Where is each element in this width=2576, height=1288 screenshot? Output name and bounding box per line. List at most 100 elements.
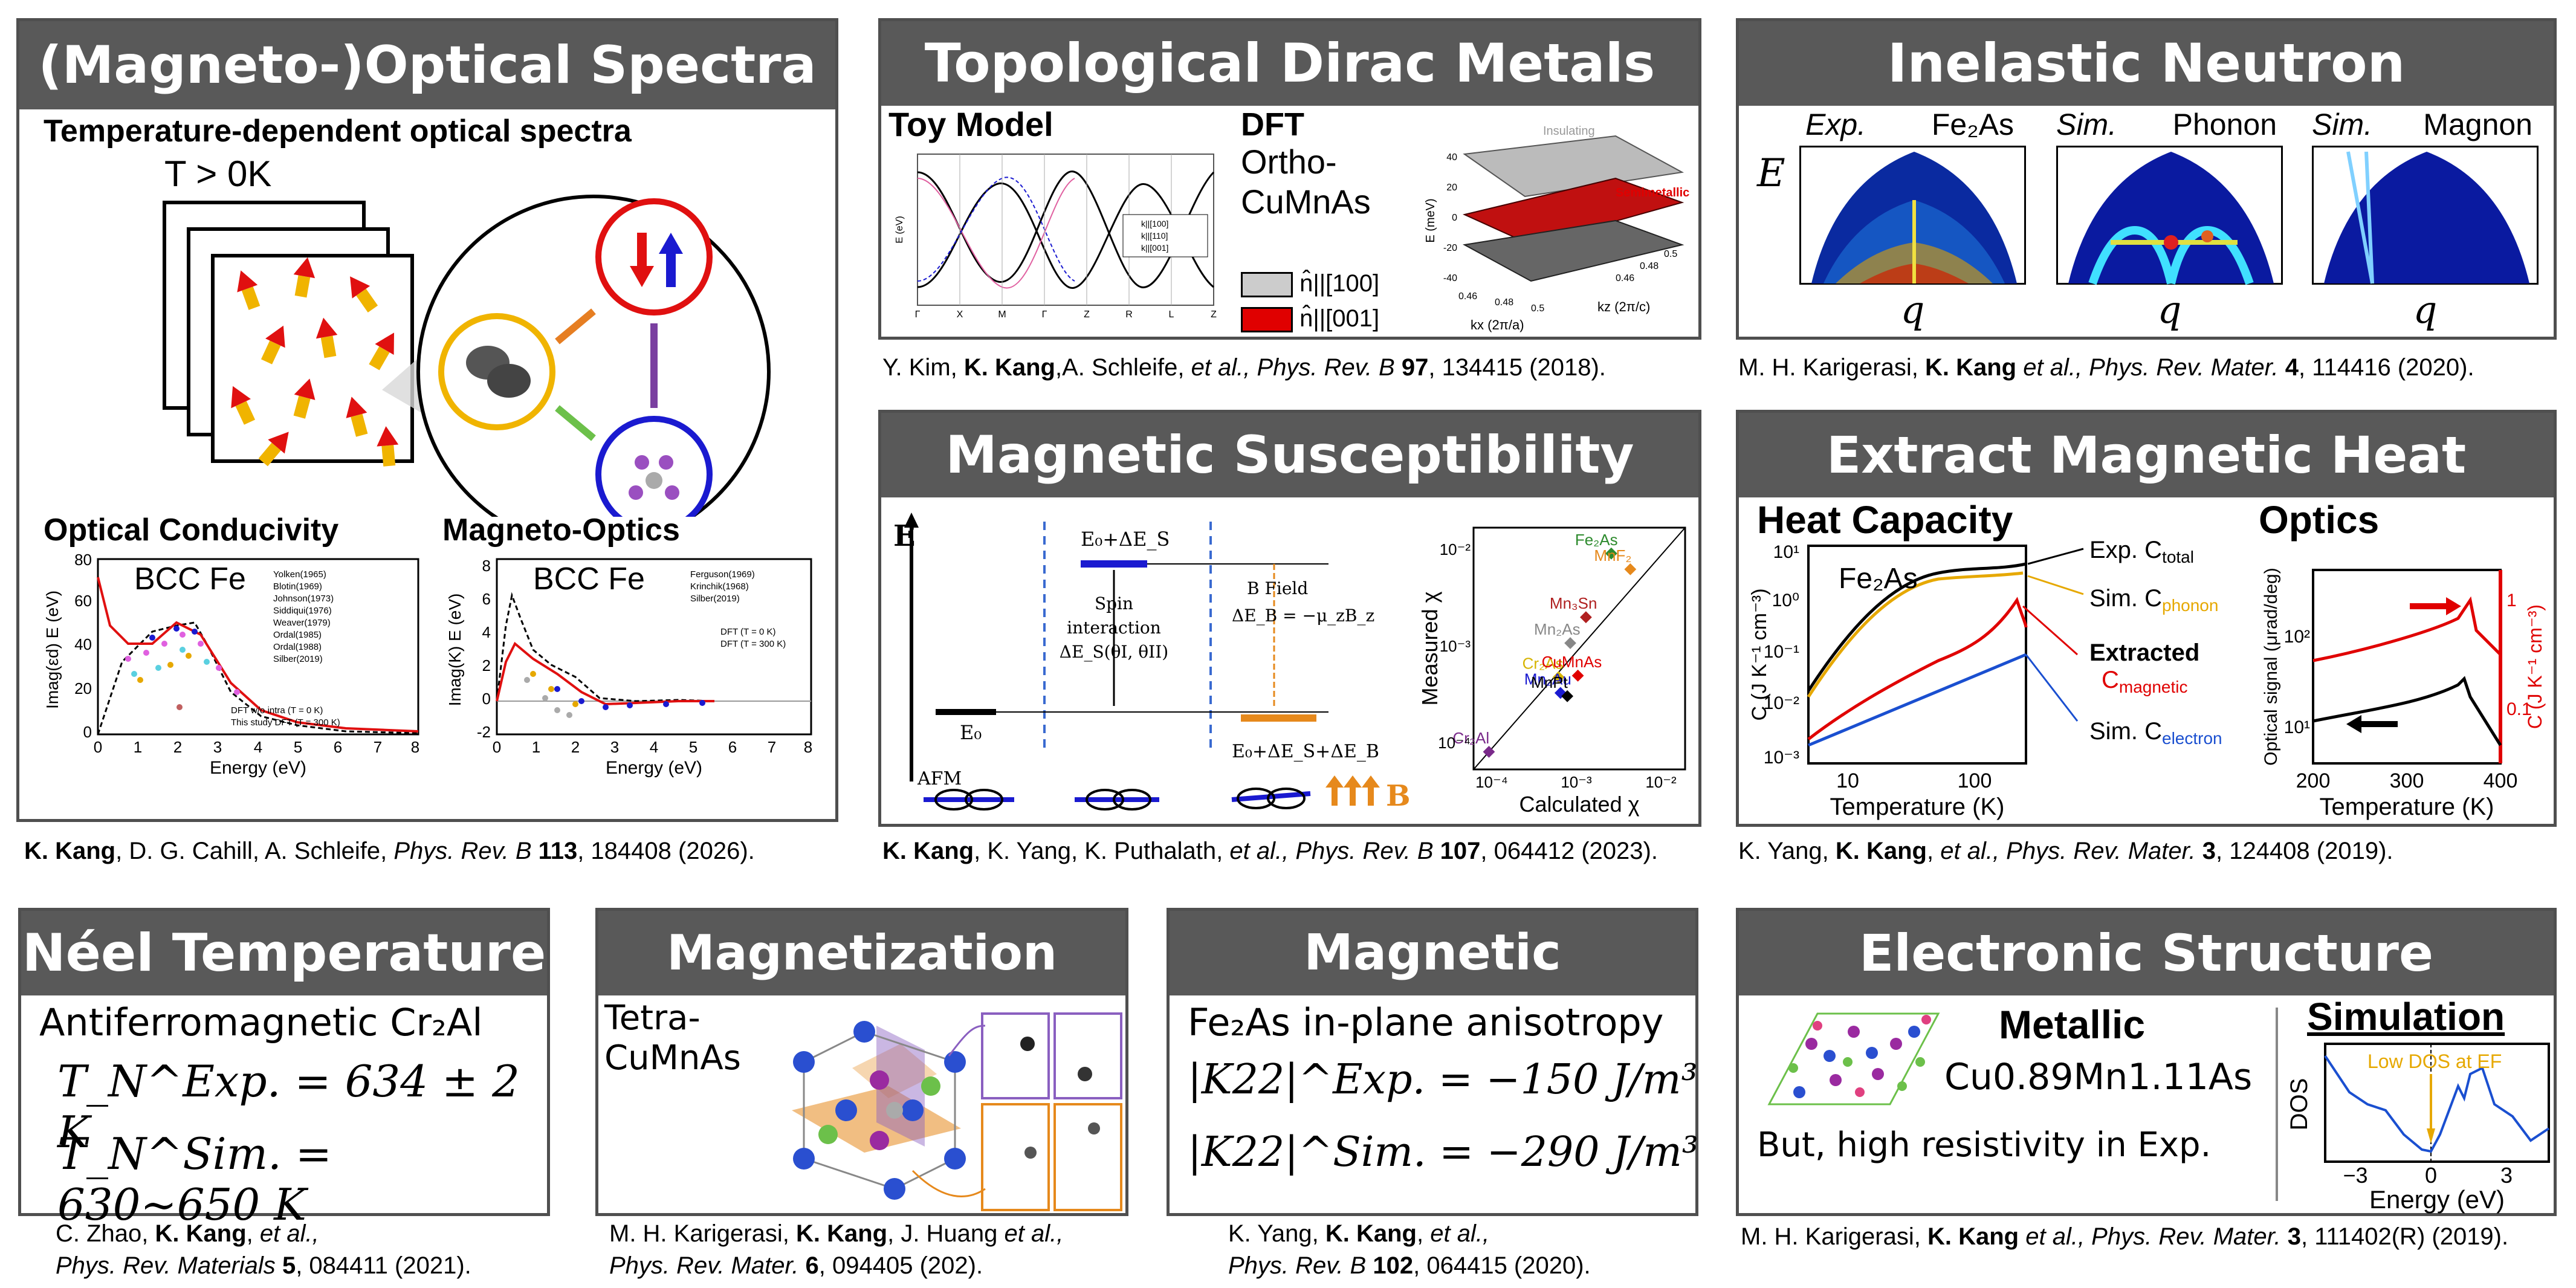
x-tick: 6 xyxy=(334,738,342,756)
x-tick: 0 xyxy=(493,738,501,756)
x-tick: 10⁻³ xyxy=(1561,773,1592,791)
material-label: Ortho-CuMnAs xyxy=(1241,143,1371,221)
x-tick: 2 xyxy=(571,738,580,756)
label-text: Sim. C xyxy=(2089,718,2162,745)
label-c-magnetic: Cmagnetic xyxy=(2102,667,2188,696)
kz-tick: 0.5 xyxy=(1664,249,1677,259)
x-tick: 10 xyxy=(1836,769,1859,792)
citation-ins: M. H. Karigerasi, K. Kang et al., Phys. … xyxy=(1738,354,2474,381)
label-sub: phonon xyxy=(2162,596,2218,615)
k-point: L xyxy=(1169,309,1174,320)
y-tick: 10⁻³ xyxy=(1764,748,1799,768)
energy-level-diagram: E E₀ E₀+ΔE_S Spin interaction ΔE_S(θI, θ… xyxy=(893,513,1411,812)
legend-entry: Blotin(1969) xyxy=(273,581,322,592)
k-point: Γ xyxy=(1042,309,1047,320)
citation-suscept: K. Kang, K. Yang, K. Puthalath, et al., … xyxy=(882,838,1658,864)
scatter-point-label: Cr₂Al xyxy=(1452,729,1489,747)
panel-title: Extract Magnetic Heat Capacity xyxy=(1739,413,2554,569)
x-tick: 7 xyxy=(374,738,382,756)
y-tick: 0 xyxy=(482,690,491,708)
legend-entry: Ordal(1988) xyxy=(273,642,322,652)
citation-dirac: Y. Kim, K. Kang,A. Schleife, et al., Phy… xyxy=(882,354,1606,381)
panel-dirac-metals: Topological Dirac Metals Toy Model DFT O… xyxy=(878,18,1701,340)
e-tick: 20 xyxy=(1446,183,1457,193)
legend-entry: Yolken(1965) xyxy=(273,569,326,580)
k-point: Z xyxy=(1211,309,1217,320)
y-axis-label: Optical signal (μrad/deg) xyxy=(2261,568,2281,765)
label-text: Sim. C xyxy=(2089,585,2162,612)
formula-label: Cu0.89Mn1.11As xyxy=(1944,1056,2253,1098)
e-tick: 0 xyxy=(1452,213,1457,223)
y-tick: 4 xyxy=(482,623,491,641)
spin-label: Spin xyxy=(1095,594,1133,613)
panel-optical-spectra: (Magneto-)Optical Spectra Temperature-de… xyxy=(16,18,838,822)
panel-subtitle: Temperature-dependent optical spectra xyxy=(44,114,632,149)
y-tick: 10¹ xyxy=(2284,717,2310,737)
legend-entry: DFT (T = 300 K) xyxy=(720,639,786,649)
map-sim-phonon: Sim. Phonon q xyxy=(2056,107,2283,332)
y2-tick: 1 xyxy=(2506,591,2517,610)
label-text: Exp. C xyxy=(2089,540,2162,563)
bfield-label: ΔE_B = −μ_zB_z xyxy=(1232,606,1374,626)
y2-axis-label: C (J K⁻¹ cm⁻³) xyxy=(2524,604,2546,729)
surface-e-axis: E (meV) xyxy=(1424,198,1437,242)
label-text: C xyxy=(2102,667,2119,693)
x-tick: 0 xyxy=(94,738,102,756)
legend-entry: Ferguson(1969) xyxy=(690,569,755,580)
x-tick: 4 xyxy=(254,738,262,756)
map-kind: Sim. xyxy=(2312,108,2372,141)
map-sim-magnon: Sim. Magnon q xyxy=(2311,107,2539,332)
label-sub: electron xyxy=(2162,729,2222,748)
x-tick: 300 xyxy=(2390,769,2424,792)
scatter-point xyxy=(1552,671,1565,684)
spin-label: interaction xyxy=(1067,618,1161,638)
divider xyxy=(2276,1008,2278,1201)
level-e0-plus-des-deb: E₀+ΔE_S+ΔE_B xyxy=(1232,741,1379,762)
y-axis-label: C (J K⁻¹ cm⁻³) xyxy=(1748,588,1771,720)
level-e0: E₀ xyxy=(960,721,982,744)
legend-entry: Silber(2019) xyxy=(690,594,740,604)
scatter-point xyxy=(1624,563,1637,575)
toy-band-plot: k||[100] k||[110] k||[001] E (eV) Γ X M … xyxy=(895,154,1217,320)
spin-label: ΔE_S(θI, θII) xyxy=(1060,642,1168,662)
conductivity-material-label: BCC Fe xyxy=(134,561,246,597)
label-sim-phonon: Sim. Cphonon xyxy=(2089,585,2218,615)
y-tick: 0 xyxy=(83,723,92,741)
x-axis-label: Temperature (K) xyxy=(1830,794,2005,820)
citation-elec: M. H. Karigerasi, K. Kang et al., Phys. … xyxy=(1741,1223,2509,1250)
energy-axis: E xyxy=(893,519,916,553)
x-tick: 400 xyxy=(2484,769,2518,792)
x-tick: 6 xyxy=(728,738,737,756)
legend-entry: k||[001] xyxy=(1141,243,1168,253)
resistivity-note: But, high resistivity in Exp. xyxy=(1757,1125,2212,1165)
panel-title: Electronic Structure Analysis xyxy=(1739,911,2554,1067)
x-axis-label: Calculated χ xyxy=(1519,792,1639,817)
kz-tick: 0.46 xyxy=(1616,273,1634,283)
heatmap-magnon xyxy=(2311,145,2539,285)
x-tick: 2 xyxy=(173,738,182,756)
kz-tick: 0.48 xyxy=(1640,261,1659,271)
y-tick: 10¹ xyxy=(1773,542,1799,562)
k-point: X xyxy=(957,309,963,320)
y-axis-label: DOS xyxy=(2286,1078,2312,1131)
x-axis-label: Temperature (K) xyxy=(2320,794,2494,820)
panel-neutron-scattering: Inelastic Neutron Scattering E Exp. Fe₂As… xyxy=(1736,18,2557,340)
temperature-label: T > 0K xyxy=(164,154,272,194)
k22-exp-value: |K22|^Exp. = −150 J/m³ xyxy=(1188,1056,1698,1104)
x-axis-label: Energy (eV) xyxy=(210,758,306,778)
conductivity-heading: Optical Conducivity xyxy=(44,513,339,548)
legend-label: n̂||[001] xyxy=(1299,305,1380,332)
k-point: Z xyxy=(1084,309,1090,320)
legend-label: n̂||[100] xyxy=(1299,270,1380,297)
kx-axis-label: kx (2π/a) xyxy=(1471,317,1524,332)
mo-material-label: BCC Fe xyxy=(533,561,645,597)
q-axis-label: q xyxy=(2157,288,2182,332)
legend-entry: Siddiqui(1976) xyxy=(273,606,332,616)
legend-entry: DFT w/o intra (T = 0 K) xyxy=(231,705,323,716)
direction-legend: n̂||[100] n̂||[001] xyxy=(1241,266,1379,336)
legend-item-100: n̂||[100] xyxy=(1241,266,1379,301)
panel-magnetization-density: Magnetization Density Tetra-CuMnAs xyxy=(595,908,1128,1216)
citation-heat: K. Yang, K. Kang, et al., Phys. Rev. Mat… xyxy=(1738,838,2393,864)
legend-entry: This study DFT (T = 300 K) xyxy=(231,717,340,728)
y-tick: 10⁻² xyxy=(1440,540,1471,558)
